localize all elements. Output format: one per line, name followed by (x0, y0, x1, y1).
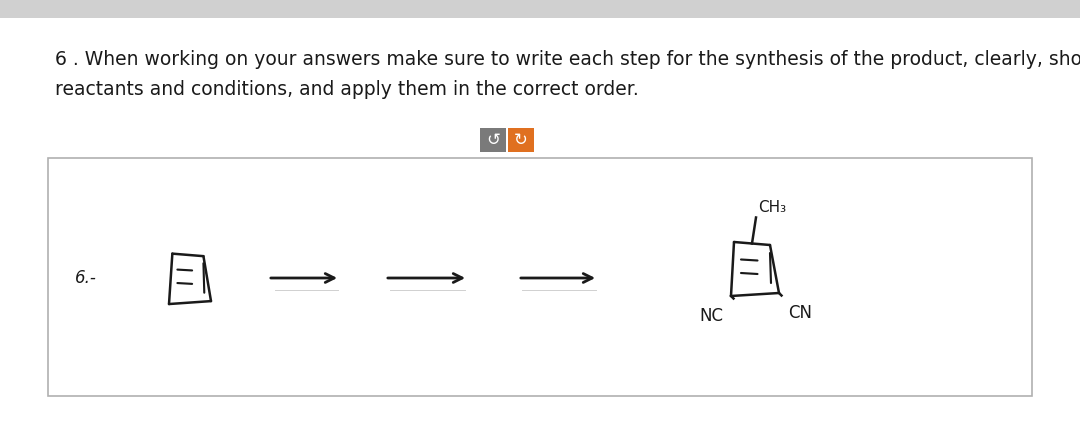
Bar (0, 0, 1080, 18)
Bar (480, 128, 507, 152)
Text: CH₃: CH₃ (758, 200, 786, 216)
Bar (508, 128, 534, 152)
Text: ↺: ↺ (486, 131, 500, 149)
Text: CN: CN (788, 304, 812, 322)
Text: reactants and conditions, and apply them in the correct order.: reactants and conditions, and apply them… (55, 80, 638, 99)
Text: ↻: ↻ (514, 131, 528, 149)
Text: 6 . When working on your answers make sure to write each step for the synthesis : 6 . When working on your answers make su… (55, 50, 1080, 69)
Bar (48, 158, 1032, 396)
Text: 6.-: 6.- (75, 269, 97, 287)
Text: NC: NC (700, 307, 724, 325)
